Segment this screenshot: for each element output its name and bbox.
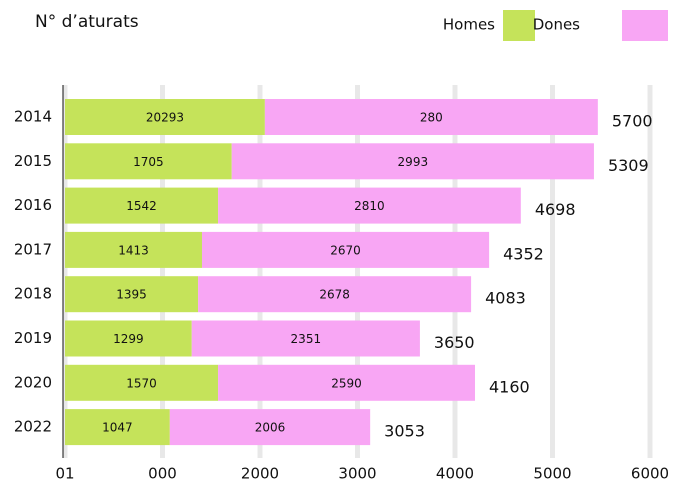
x-tick-label: 5000	[533, 465, 571, 483]
bar-segment	[65, 364, 219, 401]
segment-label: 2590	[331, 376, 362, 390]
bar-segment	[169, 409, 371, 446]
y-tick-label: 2014	[14, 108, 52, 126]
x-tick-label: 3000	[338, 465, 376, 483]
total-label: 5309	[608, 156, 649, 175]
total-label: 4160	[489, 377, 530, 396]
segment-label: 2006	[255, 421, 286, 435]
bar-segment	[65, 276, 199, 313]
segment-label: 20293	[146, 111, 184, 125]
bar-segment	[65, 187, 219, 224]
total-label: 4698	[535, 200, 576, 219]
segment-label: 1570	[126, 376, 157, 390]
y-tick-label: 2016	[14, 196, 52, 214]
legend-label: Homes	[443, 16, 495, 34]
segment-label: 2993	[398, 155, 429, 169]
segment-label: 2670	[330, 243, 361, 257]
bar-segment	[231, 143, 594, 180]
bar-segment	[65, 143, 232, 180]
bar-segment	[218, 364, 475, 401]
y-tick-label: 2018	[14, 285, 52, 303]
segment-label: 1299	[113, 332, 144, 346]
segment-label: 1047	[102, 421, 133, 435]
bar-segment	[65, 409, 170, 446]
legend-swatch	[622, 10, 668, 41]
x-tick-label: 000	[148, 465, 177, 483]
segment-label: 2810	[354, 199, 385, 213]
bar-segment	[65, 320, 192, 357]
legend-swatch	[503, 10, 535, 41]
x-tick-label: 6000	[631, 465, 669, 483]
y-tick-label: 2020	[14, 373, 52, 391]
segment-label: 280	[420, 111, 443, 125]
chart-title: N° d’aturats	[35, 12, 139, 32]
segment-label: 2351	[291, 332, 322, 346]
segment-label: 1542	[126, 199, 157, 213]
x-tick-label: 01	[55, 465, 74, 483]
y-tick-label: 2019	[14, 329, 52, 347]
bar-segment	[65, 231, 202, 268]
total-label: 3650	[434, 333, 475, 352]
legend-label: Dones	[533, 16, 580, 34]
total-label: 4352	[503, 244, 544, 263]
total-label: 5700	[612, 112, 653, 131]
x-tick-label: 2000	[241, 465, 279, 483]
bar-segment	[264, 99, 598, 135]
segment-label: 1413	[118, 243, 149, 257]
bar-segment	[191, 320, 420, 357]
bar-segment	[218, 187, 521, 224]
y-tick-label: 2015	[14, 152, 52, 170]
total-label: 3053	[384, 422, 425, 441]
bar-segment	[198, 276, 472, 313]
segment-label: 1705	[133, 155, 164, 169]
segment-label: 1395	[116, 288, 147, 302]
total-label: 4083	[485, 289, 526, 308]
y-tick-label: 2022	[14, 418, 52, 436]
segment-label: 2678	[319, 288, 350, 302]
bar-segment	[65, 99, 265, 135]
y-tick-label: 2017	[14, 240, 52, 258]
x-tick-label: 4000	[436, 465, 474, 483]
bar-segment	[201, 231, 490, 268]
